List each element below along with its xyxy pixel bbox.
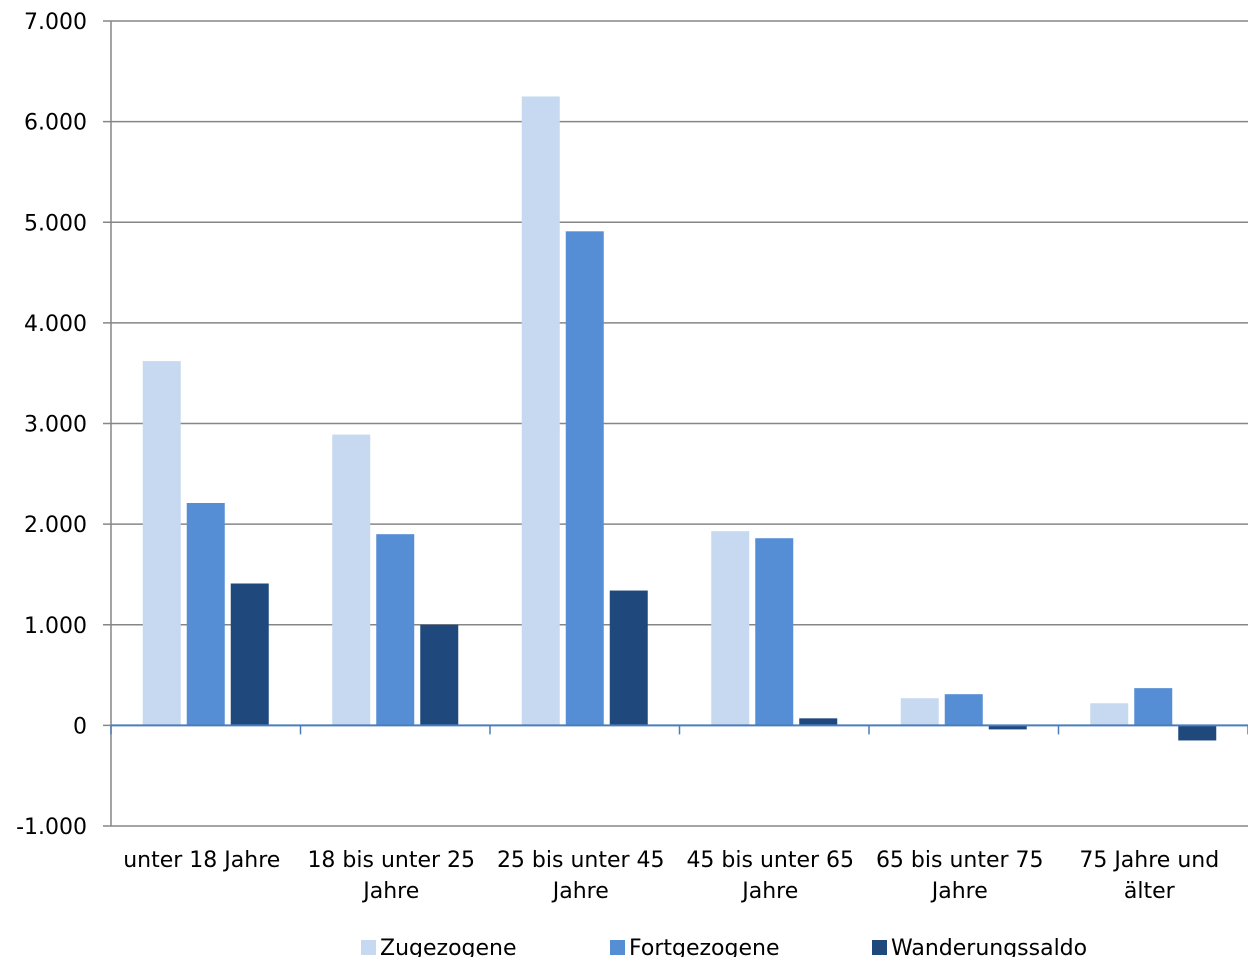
x-tick-label: 75 Jahre und [1079,848,1219,873]
legend: Zugezogene Fortgezogene Wanderungssaldo [361,936,1087,957]
bars [142,96,1217,741]
legend-label: Zugezogene [380,936,517,957]
x-tick-label: Jahre [361,879,419,904]
y-axis-tick-labels: -1.000 0 1.000 2.000 3.000 4.000 5.000 6.000 7.0… [16,10,87,840]
y-tick-label: 2.000 [24,513,87,538]
x-tick-label: 45 bis unter 65 [686,848,854,873]
bar [521,96,560,726]
bar [944,694,983,726]
legend-swatch [610,940,625,955]
y-tick-label: 7.000 [24,10,87,35]
bar [1134,688,1173,726]
x-tick-label: unter 18 Jahre [123,848,280,873]
y-tick-label: -1.000 [16,815,87,840]
bar [1090,703,1129,726]
x-tick-label: älter [1124,879,1176,904]
x-tick-label: Jahre [740,879,798,904]
gridlines [103,20,1248,827]
bar [988,725,1027,730]
bar [376,534,415,726]
bar [711,531,750,726]
legend-swatch [872,940,887,955]
x-tick-label: 65 bis unter 75 [876,848,1044,873]
bar [186,502,225,726]
bar [1178,725,1217,741]
x-tick-label: Jahre [551,879,609,904]
bar [900,698,939,726]
y-tick-label: 5.000 [24,211,87,236]
bar [420,624,459,726]
bar [230,583,269,726]
axes [110,21,1248,826]
y-tick-label: 4.000 [24,312,87,337]
y-tick-label: 3.000 [24,413,87,438]
legend-label: Wanderungssaldo [891,936,1087,957]
bar [142,361,181,726]
y-tick-label: 6.000 [24,111,87,136]
x-axis-tick-labels: unter 18 Jahre 18 bis unter 25 Jahre 25 bis… [123,848,1219,904]
legend-swatch [361,940,376,955]
y-tick-label: 0 [73,714,87,739]
bar [799,718,838,726]
bar [609,590,648,726]
bar [755,538,794,726]
x-tick-label: 18 bis unter 25 [307,848,475,873]
bar [332,434,371,726]
x-tick-label: 25 bis unter 45 [497,848,665,873]
y-tick-label: 1.000 [24,614,87,639]
bar [565,231,604,726]
legend-label: Fortgezogene [629,936,780,957]
x-tick-label: Jahre [930,879,988,904]
